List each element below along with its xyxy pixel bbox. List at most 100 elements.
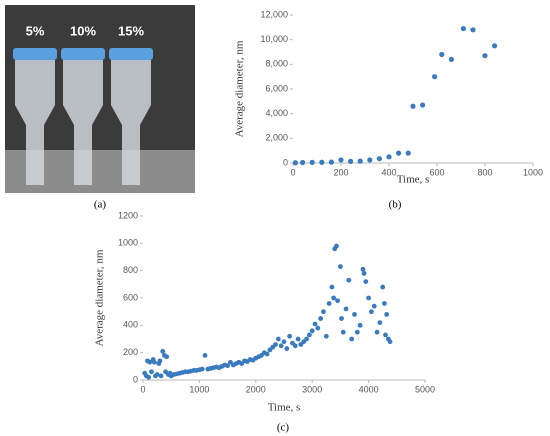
data-point [360,266,366,272]
x-tick-label: 800 [477,167,492,177]
data-point [154,372,160,377]
tube [61,48,105,185]
data-point [380,284,386,290]
data-point [357,158,363,164]
data-point [318,316,324,321]
x-tick-label: 600 [429,167,444,177]
data-point [346,277,352,283]
data-point [448,56,454,63]
data-point [287,333,293,339]
x-tick-label: 2000 [246,384,266,394]
y-tick-label: 4,000 [265,108,288,118]
data-point [338,264,343,269]
data-point [432,74,438,80]
data-point [335,298,340,304]
data-point [343,306,349,312]
y-tick-label: 12,000 [260,9,288,19]
data-point [460,25,466,32]
photo-label: 5% [26,23,45,38]
data-point [348,158,354,164]
data-point [284,346,290,351]
data-point [338,157,344,163]
photo-label: 15% [118,23,144,38]
data-point [374,329,380,335]
data-point [304,336,309,342]
photo: 5% 10% 15% [5,5,195,193]
data-point [295,336,301,342]
data-point [164,354,170,360]
y-axis-title: Average diameter, nm [94,249,106,346]
x-tick-label: 1000 [523,167,543,177]
x-axis-title: Time, s [397,174,430,186]
tube [109,48,153,185]
data-point [306,332,312,338]
x-tick-label: 0 [290,167,295,177]
data-point [367,157,373,163]
data-point [146,374,152,380]
data-point [352,312,357,317]
data-point [323,333,329,339]
data-point [376,156,382,162]
data-point [326,301,332,306]
y-tick-label: 6,000 [265,83,288,93]
data-point [331,295,337,301]
x-tick-label: 1000 [189,384,209,394]
data-point [470,27,476,33]
y-tick-label: 1000 [118,238,138,248]
data-point [275,336,281,342]
x-axis-title: Time, s [268,402,301,414]
data-point [410,103,416,109]
data-point [319,159,325,165]
panel-label: (b) [389,199,402,211]
data-point [157,358,163,364]
y-tick-label: 0 [133,374,138,384]
data-point [309,328,315,334]
data-point [492,43,498,49]
x-tick-label: 0 [140,384,145,394]
data-point [334,243,339,249]
data-point [439,51,445,58]
y-tick-label: 800 [123,265,138,275]
data-point [264,351,270,357]
y-tick-label: 1200 [118,210,138,220]
data-point [315,325,321,331]
y-tick-label: 600 [123,292,138,302]
data-point [300,159,306,166]
data-point [354,329,360,335]
x-tick-label: 200 [333,167,348,177]
data-point [147,359,153,365]
data-point [405,150,411,156]
data-point [366,295,371,301]
data-point [386,154,392,160]
y-axis-title: Average diameter, nm [234,40,246,137]
data-point [292,160,298,166]
data-point [396,150,402,156]
data-point [199,366,205,372]
data-point [361,271,367,276]
y-tick-label: 10,000 [260,34,288,44]
data-point [312,321,318,327]
data-point [321,309,326,315]
data-point [387,339,393,345]
data-point [329,284,335,290]
x-tick-label: 400 [381,167,396,177]
data-point [340,329,346,335]
y-tick-label: 8,000 [265,59,288,69]
data-point [377,320,383,325]
data-point [482,53,488,59]
data-point [292,343,298,349]
data-point [225,363,231,369]
data-point [278,343,284,349]
y-tick-label: 200 [123,347,138,357]
data-point [369,309,374,315]
x-tick-label: 5000 [415,384,435,394]
x-tick-label: 3000 [302,384,322,394]
y-tick-label: 400 [123,320,138,330]
data-point [384,312,390,317]
data-point [202,353,208,358]
data-point [328,159,334,165]
photo-label: 10% [70,23,96,38]
data-point [158,373,164,379]
data-point [357,322,363,328]
y-tick-label: 2,000 [265,133,288,143]
